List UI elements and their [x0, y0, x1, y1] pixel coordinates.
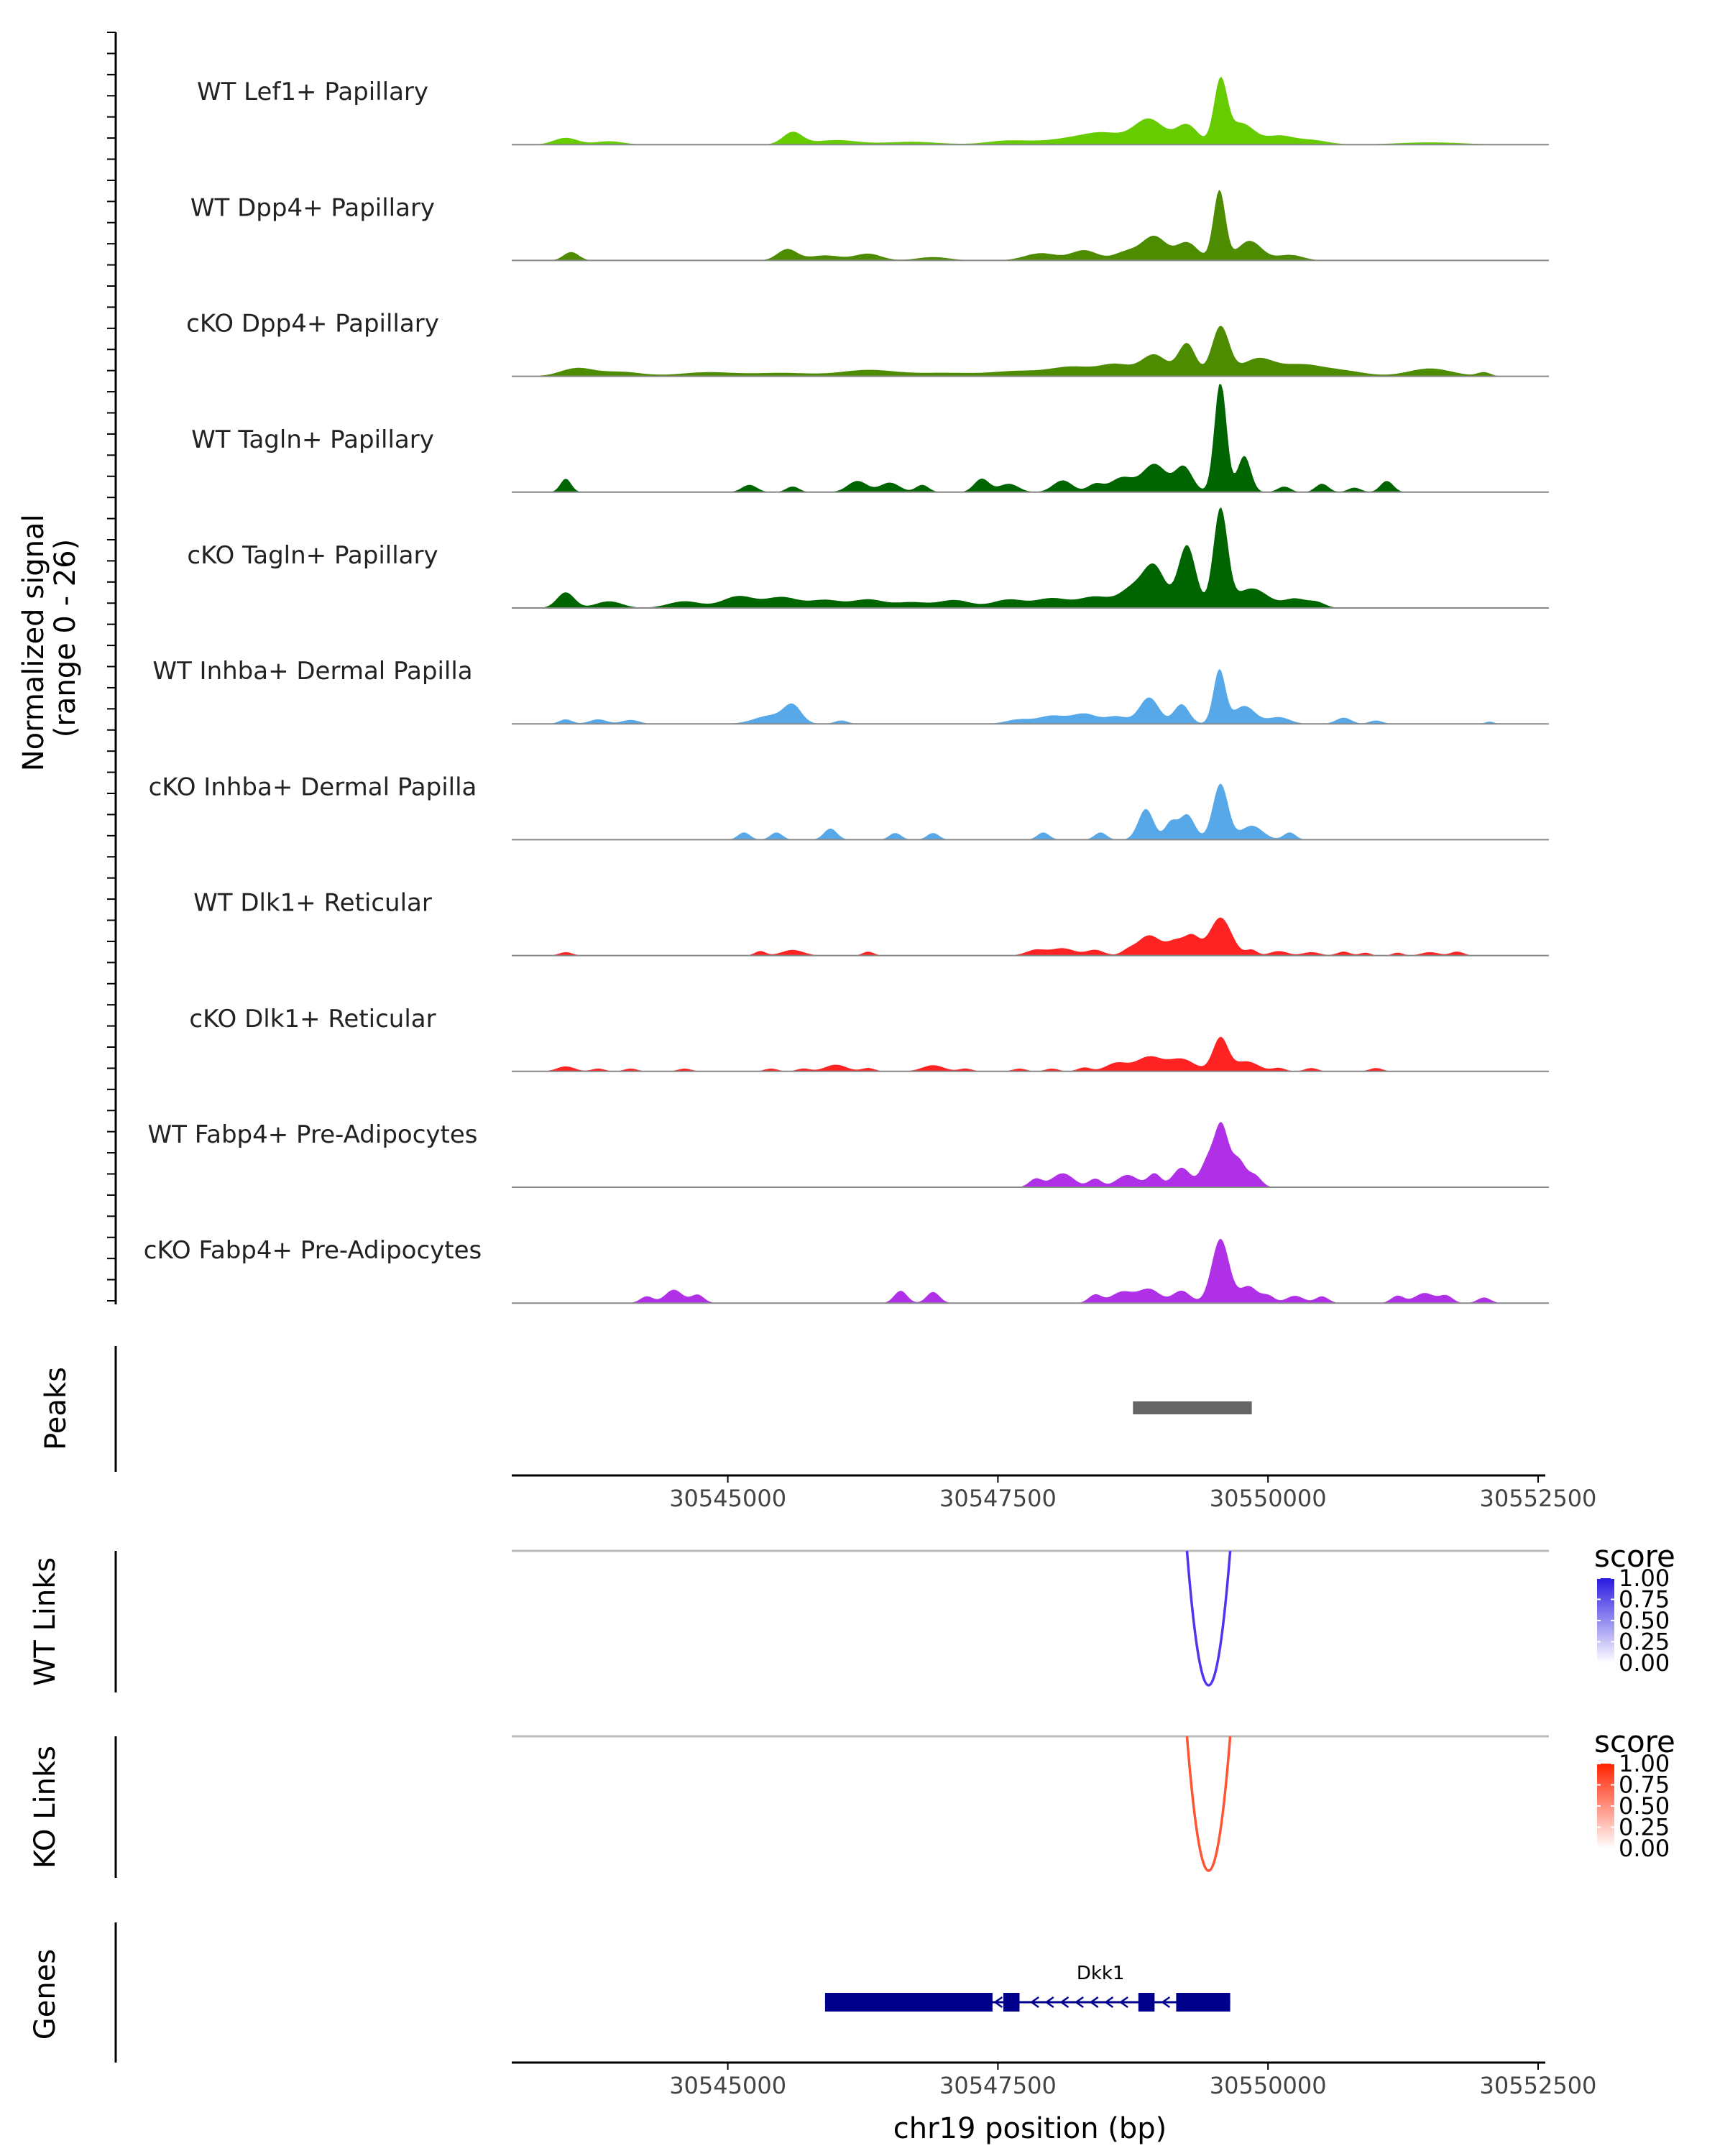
peaks-track: Peaks [40, 1346, 1252, 1472]
peaks-label: Peaks [40, 1367, 73, 1450]
signal-track: cKO Fabp4+ Pre-Adipocytes [144, 1236, 1549, 1304]
legend-tick-label: 0.25 [1619, 1628, 1670, 1656]
gene-exon [1003, 1993, 1020, 2012]
legend-tick-label: 0.00 [1619, 1835, 1670, 1862]
x-tick-label: 30545000 [669, 1485, 786, 1512]
strand-arrow-icon [1089, 1996, 1099, 2009]
gene-exon [824, 1993, 993, 2012]
legend-tick-label: 0.00 [1619, 1649, 1670, 1677]
legend-tick-label: 0.75 [1619, 1586, 1670, 1613]
x-axis-top: 30545000 30547500 30550000 30552500 [512, 1474, 1597, 1512]
gene-exon [1138, 1993, 1155, 2012]
legend-tick-label: 0.50 [1619, 1607, 1670, 1634]
signal-area [512, 326, 1549, 377]
track-label: WT Dpp4+ Papillary [190, 193, 435, 222]
signal-track: cKO Tagln+ Papillary [187, 507, 1549, 609]
link-arc [1185, 1550, 1232, 1687]
legend-tick-label: 0.75 [1619, 1772, 1670, 1799]
strand-arrow-icon [1029, 1996, 1039, 2009]
track-label: cKO Fabp4+ Pre-Adipocytes [144, 1236, 482, 1265]
legend-tick-label: 0.50 [1619, 1792, 1670, 1820]
strand-arrow-icon [1074, 1996, 1084, 2009]
strand-arrow-icon [1118, 1996, 1128, 2009]
legend-title: score [1594, 1724, 1675, 1759]
x-tick-label: 30547500 [939, 1485, 1057, 1512]
signal-track: cKO Inhba+ Dermal Papilla [149, 773, 1549, 841]
track-label: cKO Inhba+ Dermal Papilla [149, 773, 477, 801]
y-axis-title-line2: (range 0 - 26) [49, 539, 82, 737]
links-label: KO Links [29, 1746, 62, 1869]
gene-exon [1176, 1993, 1230, 2012]
strand-arrow-icon [1059, 1996, 1070, 2009]
x-axis-bottom: 30545000 30547500 30550000 30552500 [512, 2061, 1597, 2099]
y-axis-title: Normalized signal (range 0 - 26) [17, 505, 82, 772]
track-label: WT Dlk1+ Reticular [193, 889, 432, 918]
genes-label: Genes [29, 1949, 62, 2040]
peak-region [1133, 1401, 1252, 1414]
strand-arrow-icon [1104, 1996, 1114, 2009]
track-label: WT Lef1+ Papillary [197, 78, 428, 106]
signal-track: WT Tagln+ Papillary [191, 384, 1549, 493]
track-label: WT Fabp4+ Pre-Adipocytes [148, 1120, 478, 1149]
legend-tick-label: 1.00 [1619, 1565, 1670, 1592]
track-label: cKO Dpp4+ Papillary [186, 310, 439, 338]
x-tick-label: 30552500 [1480, 2072, 1597, 2099]
legend-tick-label: 1.00 [1619, 1750, 1670, 1777]
strand-arrow-icon [1161, 1996, 1171, 2009]
x-tick-label: 30550000 [1210, 2072, 1327, 2099]
strand-arrow-icon [993, 1996, 1003, 2009]
signal-track: WT Dpp4+ Papillary [190, 189, 1549, 262]
track-label: WT Tagln+ Papillary [191, 425, 434, 454]
signal-track: WT Lef1+ Papillary [197, 76, 1549, 146]
links-label: WT Links [29, 1557, 62, 1686]
link-arc [1185, 1736, 1232, 1872]
x-axis-title: chr19 position (bp) [893, 2112, 1167, 2145]
track-label: cKO Tagln+ Papillary [187, 541, 438, 570]
legend-tick-label: 0.25 [1619, 1814, 1670, 1841]
signal-tracks: WT Lef1+ Papillary WT Dpp4+ Papillary cKO … [107, 32, 1549, 1304]
x-tick-label: 30545000 [669, 2072, 786, 2099]
genes-track: Genes Dkk1 [29, 1922, 1230, 2063]
signal-track: cKO Dpp4+ Papillary [186, 310, 1549, 377]
signal-track: WT Dlk1+ Reticular [193, 889, 1549, 957]
track-label: cKO Dlk1+ Reticular [189, 1005, 436, 1033]
x-tick-label: 30550000 [1210, 1485, 1327, 1512]
gene-name-label: Dkk1 [1077, 1963, 1125, 1984]
legend-title: score [1594, 1539, 1675, 1574]
strand-arrow-icon [1044, 1996, 1054, 2009]
signal-area [512, 1238, 1549, 1304]
x-tick-label: 30552500 [1480, 1485, 1597, 1512]
signal-track: cKO Dlk1+ Reticular [189, 1005, 1549, 1072]
x-tick-label: 30547500 [939, 2072, 1057, 2099]
y-axis-title-line1: Normalized signal [17, 514, 50, 771]
signal-track: WT Fabp4+ Pre-Adipocytes [148, 1120, 1549, 1188]
track-label: WT Inhba+ Dermal Papilla [152, 657, 472, 686]
signal-track: WT Inhba+ Dermal Papilla [152, 657, 1549, 725]
